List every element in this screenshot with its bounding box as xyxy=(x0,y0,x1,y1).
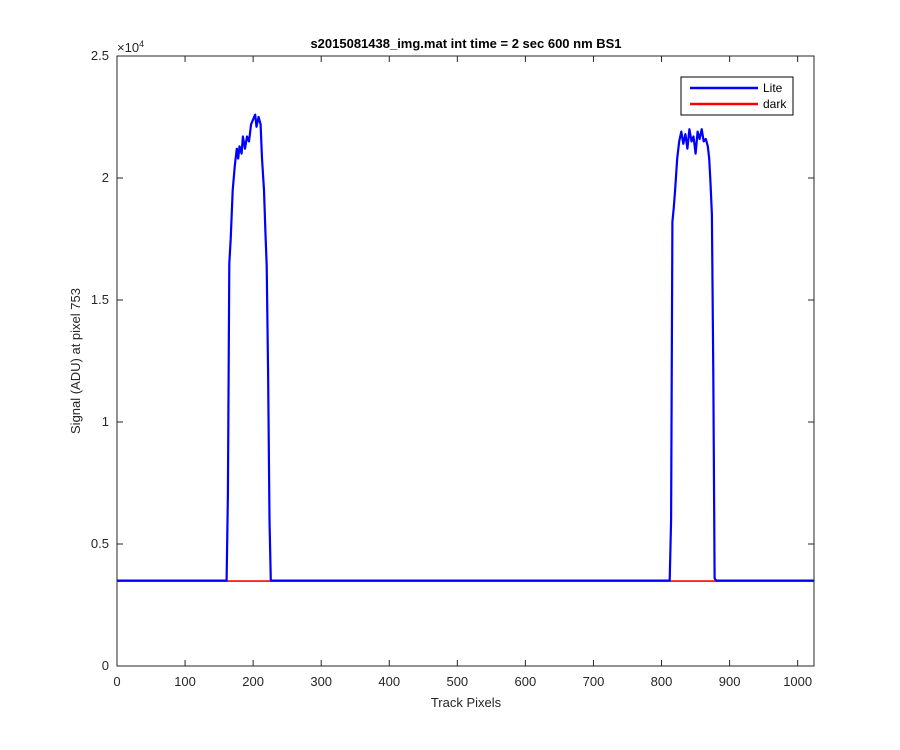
y-tick-label: 0.5 xyxy=(91,536,109,551)
y-tick-label: 2 xyxy=(102,170,109,185)
x-tick-label: 0 xyxy=(113,674,120,689)
y-axis-label: Signal (ADU) at pixel 753 xyxy=(68,288,83,434)
x-tick-label: 800 xyxy=(651,674,673,689)
x-axis-label: Track Pixels xyxy=(431,695,502,710)
chart-title: s2015081438_img.mat int time = 2 sec 600… xyxy=(310,36,621,51)
series-line-lite xyxy=(117,113,814,582)
y-tick-label: 0 xyxy=(102,658,109,673)
y-exponent-label: ×104 xyxy=(117,39,144,55)
x-tick-label: 200 xyxy=(242,674,264,689)
x-tick-label: 100 xyxy=(174,674,196,689)
plot-area: 0 100 200 300 400 500 600 700 800 900 1000 0 0.5 1 1.5… xyxy=(91,48,815,689)
y-tick-label: 2.5 xyxy=(91,48,109,63)
plot-background xyxy=(117,56,814,666)
x-tick-label: 400 xyxy=(378,674,400,689)
axes-box xyxy=(116,55,815,667)
legend-box xyxy=(680,76,794,116)
x-tick-label: 900 xyxy=(719,674,741,689)
legend-label-dark: dark xyxy=(763,97,787,111)
x-tick-label: 600 xyxy=(515,674,537,689)
x-tick-label: 700 xyxy=(583,674,605,689)
y-tick-label: 1.5 xyxy=(91,292,109,307)
x-tick-label: 300 xyxy=(310,674,332,689)
legend-label-lite: Lite xyxy=(763,81,783,95)
x-tick-label: 1000 xyxy=(783,674,812,689)
legend: Lite dark xyxy=(680,76,794,116)
y-exponent-power: 4 xyxy=(139,39,144,49)
y-tick-label: 1 xyxy=(102,414,109,429)
x-tick-label: 500 xyxy=(446,674,468,689)
